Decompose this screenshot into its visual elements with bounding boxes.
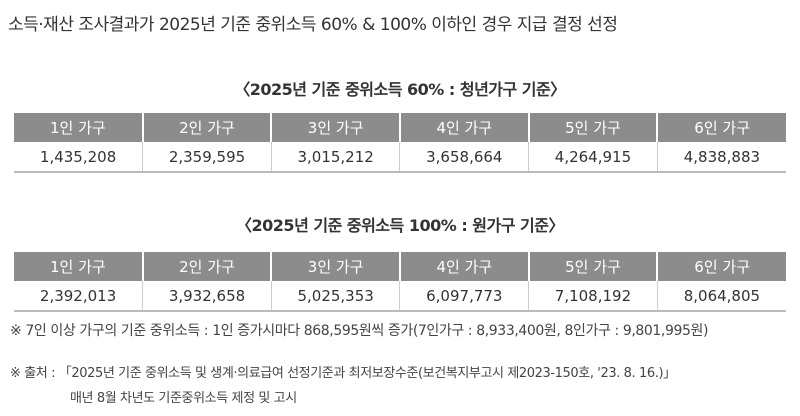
header-cell: 6인 가구	[656, 252, 786, 281]
value-cell: 5,025,353	[270, 281, 400, 312]
note-source: ※ 출처 : 「2025년 기준 중위소득 및 생계·의료급여 선정기준과 최저…	[10, 366, 676, 381]
header-cell: 5인 가구	[527, 252, 658, 281]
value-cell: 1,435,208	[14, 142, 143, 173]
header-cell: 2인 가구	[141, 252, 272, 281]
value-cell: 2,359,595	[142, 142, 272, 173]
header-cell: 1인 가구	[14, 113, 143, 142]
value-cell: 3,658,664	[399, 142, 529, 173]
header-cell: 4인 가구	[398, 252, 529, 281]
header-cell: 3인 가구	[270, 252, 400, 281]
value-cell: 6,097,773	[399, 281, 529, 312]
value-cell: 3,932,658	[142, 281, 272, 312]
value-cell: 4,264,915	[528, 142, 658, 173]
header-row: 1인 가구 2인 가구 3인 가구 4인 가구 5인 가구 6인 가구	[14, 252, 786, 281]
header-row: 1인 가구 2인 가구 3인 가구 4인 가구 5인 가구 6인 가구	[14, 113, 786, 142]
header-cell: 6인 가구	[656, 113, 786, 142]
value-cell: 7,108,192	[528, 281, 658, 312]
note-source-detail: 매년 8월 차년도 기준중위소득 제정 및 고시	[70, 391, 297, 406]
page-title: 소득·재산 조사결과가 2025년 기준 중위소득 60% & 100% 이하인…	[8, 15, 618, 35]
value-cell: 2,392,013	[14, 281, 143, 312]
income-table-60: 1인 가구 2인 가구 3인 가구 4인 가구 5인 가구 6인 가구 1,43…	[14, 113, 786, 173]
table-caption-60: 〈2025년 기준 중위소득 60% : 청년가구 기준〉	[234, 80, 566, 99]
header-cell: 3인 가구	[270, 113, 400, 142]
table-row: 2,392,013 3,932,658 5,025,353 6,097,773 …	[14, 281, 786, 312]
header-cell: 1인 가구	[14, 252, 143, 281]
header-cell: 2인 가구	[141, 113, 272, 142]
table-row: 1,435,208 2,359,595 3,015,212 3,658,664 …	[14, 142, 786, 173]
table-caption-100: 〈2025년 기준 중위소득 100% : 원가구 기준〉	[236, 216, 564, 235]
header-cell: 5인 가구	[527, 113, 658, 142]
header-cell: 4인 가구	[398, 113, 529, 142]
value-cell: 8,064,805	[656, 281, 786, 312]
income-table-100: 1인 가구 2인 가구 3인 가구 4인 가구 5인 가구 6인 가구 2,39…	[14, 252, 786, 312]
value-cell: 4,838,883	[656, 142, 786, 173]
note-extra-households: ※ 7인 이상 가구의 기준 중위소득 : 1인 증가시마다 868,595원씩…	[10, 323, 709, 339]
value-cell: 3,015,212	[270, 142, 400, 173]
